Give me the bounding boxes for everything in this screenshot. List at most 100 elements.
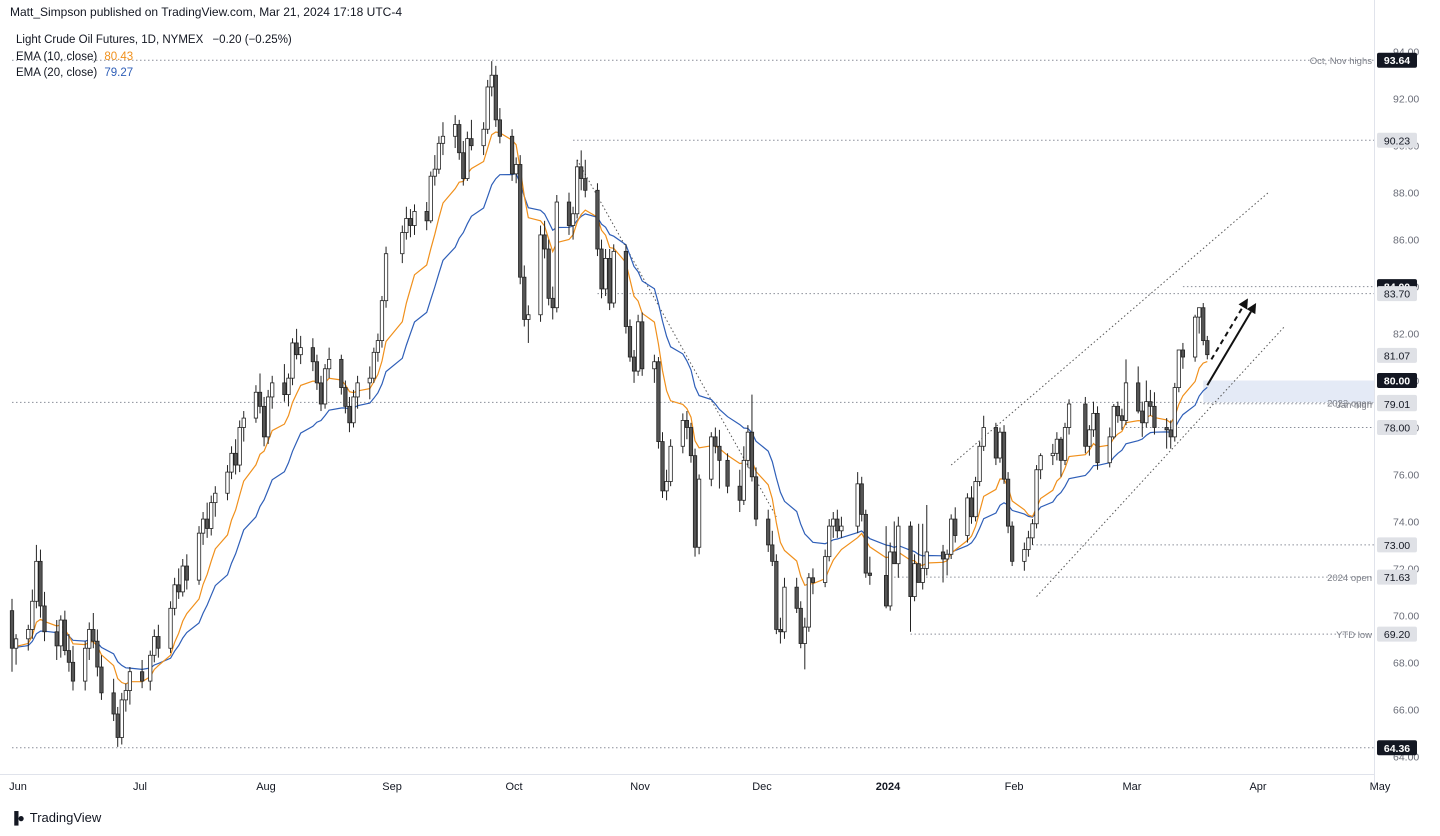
candle <box>717 429 722 489</box>
candle <box>42 591 47 642</box>
candle-body <box>863 513 868 574</box>
candle <box>196 526 202 585</box>
candle-body <box>127 671 133 691</box>
candle-body <box>314 361 320 384</box>
candle-body <box>623 250 629 327</box>
candle <box>892 521 897 565</box>
candle <box>1001 425 1007 484</box>
candle-body <box>408 218 413 226</box>
footer-brand[interactable]: ▐● TradingView <box>10 810 101 825</box>
price-badge: 80.00 <box>1377 373 1417 389</box>
candle-body <box>1083 403 1088 447</box>
candle <box>261 396 267 447</box>
candle-body <box>1050 452 1055 457</box>
candle <box>111 678 116 722</box>
price-badge: 69.20 <box>1377 626 1417 642</box>
candle <box>1140 401 1145 437</box>
candle <box>579 150 584 191</box>
price-badges: 93.6490.2384.0083.7081.0780.0079.0779.01… <box>1377 52 1417 756</box>
candle <box>1111 404 1116 440</box>
ema20-label: EMA (20, close) <box>16 67 98 79</box>
candle <box>375 333 381 362</box>
candle <box>213 486 218 517</box>
candle-body <box>298 347 303 356</box>
candle <box>1062 422 1068 466</box>
ema10-legend[interactable]: EMA (10, close) 80.43 <box>16 51 133 63</box>
ema20-legend[interactable]: EMA (20, close) 79.27 <box>16 67 133 79</box>
candle <box>123 683 128 712</box>
candle-body <box>428 175 433 222</box>
candle-body <box>294 342 299 356</box>
candle <box>266 389 271 444</box>
candle-body <box>367 377 372 384</box>
candle <box>70 645 76 691</box>
candle-body <box>1038 455 1043 471</box>
candle <box>778 617 783 644</box>
candle-body <box>599 248 604 290</box>
price-badge-text: 78.00 <box>1384 422 1410 434</box>
candle <box>62 610 67 656</box>
candle-body <box>823 556 828 583</box>
candle-body <box>766 518 771 546</box>
candle-body <box>205 518 210 529</box>
candle-body <box>912 563 917 597</box>
candle <box>692 448 698 557</box>
candle-body <box>709 436 714 480</box>
candle-body <box>713 436 718 447</box>
price-badge-text: 83.70 <box>1384 289 1410 301</box>
candle-body <box>745 431 750 461</box>
publisher-line: Matt_Simpson published on TradingView.co… <box>10 5 402 19</box>
candle-body <box>465 138 470 179</box>
candle-body <box>70 661 76 682</box>
horizontal-levels <box>12 59 1374 749</box>
candle-body <box>831 518 836 527</box>
candle <box>660 432 665 498</box>
candle-body <box>1152 405 1157 428</box>
candle <box>741 446 746 505</box>
candle-body <box>737 485 742 501</box>
candle-body <box>9 610 15 649</box>
candle <box>485 79 490 134</box>
candle-body <box>656 361 661 442</box>
candle <box>1136 366 1141 414</box>
candle <box>140 659 145 689</box>
time-tick-label: Jul <box>133 781 147 793</box>
candle <box>497 108 502 144</box>
symbol-title: Light Crude Oil Futures, 1D, NYMEX <box>16 34 204 46</box>
candle <box>1201 303 1206 346</box>
candle-body <box>1136 382 1141 412</box>
candle <box>351 389 356 428</box>
candle-body <box>579 166 584 179</box>
candle <box>99 655 104 700</box>
candle <box>404 206 409 240</box>
candle <box>709 432 714 487</box>
candle <box>782 577 787 639</box>
candle-body <box>310 347 315 363</box>
candle <box>1152 392 1157 435</box>
candle <box>794 577 799 614</box>
candle-body <box>1058 438 1064 461</box>
candle <box>753 467 759 527</box>
candle-body <box>973 481 978 518</box>
candle <box>428 171 433 224</box>
candle <box>83 641 88 691</box>
candle <box>91 613 96 649</box>
symbol-legend[interactable]: Light Crude Oil Futures, 1D, NYMEX −0.20… <box>16 34 292 46</box>
time-tick-label: Oct <box>505 781 522 793</box>
candle-body <box>42 605 47 633</box>
price-badge-box <box>1377 373 1417 389</box>
candle <box>1123 359 1129 426</box>
candle <box>575 159 580 219</box>
candle <box>554 194 559 313</box>
candle <box>969 486 974 524</box>
candle-body <box>741 459 746 501</box>
candle-body <box>286 377 291 396</box>
time-axis[interactable]: Jun Jul Aug Sep Oct Nov Dec 2024 Feb Mar Apr May <box>0 774 1391 794</box>
arrow-shaft <box>1206 311 1252 386</box>
candle-body <box>493 74 498 121</box>
candle <box>241 411 246 442</box>
candle-body <box>514 164 519 175</box>
candle <box>282 364 287 402</box>
time-tick-label: Nov <box>630 781 650 793</box>
